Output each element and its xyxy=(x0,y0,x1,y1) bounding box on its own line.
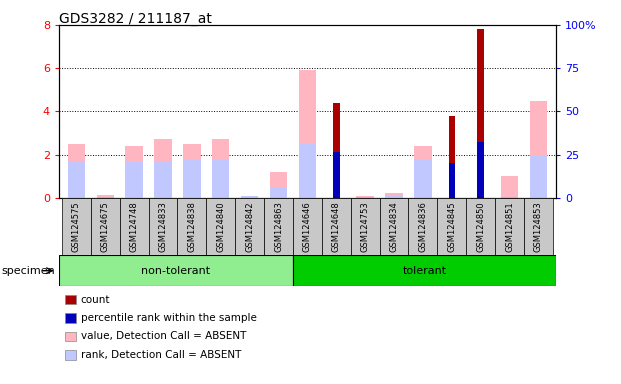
Text: GSM124838: GSM124838 xyxy=(188,201,196,252)
Bar xyxy=(356,196,374,198)
Bar xyxy=(212,139,229,198)
FancyBboxPatch shape xyxy=(264,198,293,255)
FancyBboxPatch shape xyxy=(466,198,495,255)
Bar xyxy=(386,195,402,198)
Bar xyxy=(125,146,143,198)
FancyBboxPatch shape xyxy=(409,198,437,255)
Text: GSM124840: GSM124840 xyxy=(216,201,225,252)
Bar xyxy=(299,70,316,198)
Bar xyxy=(478,29,484,198)
Bar xyxy=(125,162,143,198)
Bar xyxy=(212,159,229,198)
Text: GSM124646: GSM124646 xyxy=(303,201,312,252)
Bar xyxy=(293,255,556,286)
Bar xyxy=(68,144,85,198)
FancyBboxPatch shape xyxy=(495,198,524,255)
Text: GSM124753: GSM124753 xyxy=(361,201,369,252)
Text: GSM124836: GSM124836 xyxy=(419,201,427,252)
Bar xyxy=(501,176,519,198)
Bar xyxy=(96,195,114,198)
Text: GSM124675: GSM124675 xyxy=(101,201,110,252)
FancyBboxPatch shape xyxy=(148,198,178,255)
Text: GSM124853: GSM124853 xyxy=(534,201,543,252)
Text: non-tolerant: non-tolerant xyxy=(142,266,211,276)
FancyBboxPatch shape xyxy=(120,198,148,255)
Bar xyxy=(68,161,85,198)
Text: GSM124648: GSM124648 xyxy=(332,201,341,252)
Text: tolerant: tolerant xyxy=(402,266,446,276)
Bar xyxy=(478,142,484,198)
Bar xyxy=(333,103,340,198)
Bar xyxy=(183,159,201,198)
Bar xyxy=(270,187,287,198)
Text: GSM124845: GSM124845 xyxy=(447,201,456,252)
FancyBboxPatch shape xyxy=(235,198,264,255)
Text: GSM124748: GSM124748 xyxy=(130,201,138,252)
Bar xyxy=(414,160,432,198)
Bar xyxy=(448,163,455,198)
Text: GSM124575: GSM124575 xyxy=(72,201,81,252)
Text: GSM124833: GSM124833 xyxy=(158,201,168,252)
FancyBboxPatch shape xyxy=(351,198,379,255)
Bar xyxy=(448,116,455,198)
Text: specimen: specimen xyxy=(1,266,55,276)
Text: GSM124834: GSM124834 xyxy=(389,201,399,252)
FancyBboxPatch shape xyxy=(293,198,322,255)
FancyBboxPatch shape xyxy=(524,198,553,255)
Bar xyxy=(386,194,402,198)
Bar xyxy=(241,196,258,198)
Bar xyxy=(183,144,201,198)
Text: value, Detection Call = ABSENT: value, Detection Call = ABSENT xyxy=(81,331,246,341)
Text: GSM124863: GSM124863 xyxy=(274,201,283,252)
Text: GSM124851: GSM124851 xyxy=(505,201,514,252)
Text: GDS3282 / 211187_at: GDS3282 / 211187_at xyxy=(59,12,212,25)
Bar xyxy=(530,101,547,198)
FancyBboxPatch shape xyxy=(379,198,409,255)
Text: count: count xyxy=(81,295,111,305)
Bar xyxy=(299,144,316,198)
FancyBboxPatch shape xyxy=(91,198,120,255)
Bar xyxy=(154,139,171,198)
FancyBboxPatch shape xyxy=(178,198,206,255)
FancyBboxPatch shape xyxy=(322,198,351,255)
Bar xyxy=(270,172,287,198)
Bar xyxy=(530,155,547,198)
Text: percentile rank within the sample: percentile rank within the sample xyxy=(81,313,256,323)
Bar xyxy=(154,161,171,198)
Text: GSM124850: GSM124850 xyxy=(476,201,485,252)
Text: GSM124842: GSM124842 xyxy=(245,201,254,252)
Text: rank, Detection Call = ABSENT: rank, Detection Call = ABSENT xyxy=(81,350,241,360)
Bar xyxy=(414,146,432,198)
Bar xyxy=(59,255,293,286)
FancyBboxPatch shape xyxy=(206,198,235,255)
FancyBboxPatch shape xyxy=(62,198,91,255)
FancyBboxPatch shape xyxy=(437,198,466,255)
Bar xyxy=(333,152,340,198)
